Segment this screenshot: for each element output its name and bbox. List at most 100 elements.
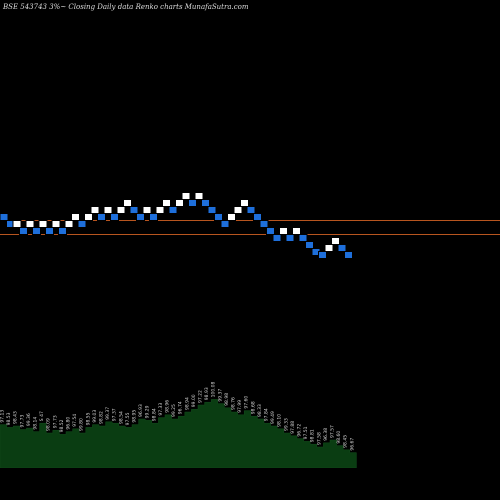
renko-brick — [168, 206, 178, 214]
reference-lines — [0, 220, 500, 235]
volume-label: 99.37 — [105, 407, 111, 420]
volume-label: 98.53 — [6, 412, 12, 425]
renko-brick — [259, 220, 269, 228]
volume-fill — [0, 399, 357, 469]
volume-label: 97.13 — [0, 410, 6, 423]
volume-label: 99.25 — [171, 404, 177, 417]
renko-brick — [71, 213, 80, 221]
renko-brick — [194, 192, 204, 200]
volume-label: 97.73 — [19, 414, 25, 427]
volume-label: 98.84 — [151, 408, 157, 421]
renko-brick — [136, 213, 145, 221]
renko-brick — [155, 206, 165, 214]
renko-brick — [253, 213, 262, 221]
volume-label: 97.22 — [198, 390, 204, 403]
renko-brick — [32, 227, 41, 235]
renko-brick — [123, 199, 132, 207]
volume-label: 96.80 — [66, 417, 72, 430]
renko-brick — [344, 251, 353, 259]
renko-brick — [233, 206, 243, 214]
volume-label: 99.37 — [217, 389, 223, 402]
renko-brick — [305, 241, 314, 249]
volume-label: 97.88 — [290, 421, 296, 434]
volume-label: 96.74 — [178, 401, 184, 414]
renko-brick — [97, 213, 106, 221]
volume-label: 98.10 — [277, 414, 283, 427]
renko-brick — [129, 206, 139, 214]
volume-label: S 47 — [39, 411, 45, 421]
volume-area — [0, 399, 500, 500]
renko-brick — [324, 244, 334, 252]
volume-label: 97.57 — [330, 425, 336, 438]
renko-brick — [45, 227, 54, 235]
renko-brick — [318, 251, 327, 259]
renko-brick — [266, 227, 275, 235]
renko-brick — [227, 213, 236, 221]
volume-label: 97.54 — [72, 414, 78, 427]
renko-bricks — [0, 192, 353, 259]
renko-brick — [214, 213, 223, 221]
volume-label: 98.96 — [165, 400, 171, 413]
renko-brick — [116, 206, 126, 214]
renko-brick — [38, 220, 48, 228]
volume-label: 99.03 — [92, 410, 98, 423]
volume-label: 99.00 — [191, 394, 197, 407]
renko-brick — [298, 234, 308, 242]
renko-brick — [64, 220, 74, 228]
volume-label: 99.33 — [283, 418, 289, 431]
renko-brick — [220, 220, 230, 228]
volume-label: 98.14 — [33, 417, 39, 430]
renko-brick — [181, 192, 191, 200]
renko-brick — [285, 234, 295, 242]
volume-label: 97.99 — [237, 400, 243, 413]
renko-brick — [90, 206, 100, 214]
volume-baseline-bg — [0, 468, 500, 500]
volume-label: 98.68 — [250, 401, 256, 414]
renko-brick — [337, 244, 347, 252]
volume-label: 97.84 — [264, 408, 270, 421]
volume-label: 97.60 — [244, 396, 250, 409]
renko-brick — [103, 206, 113, 214]
volume-label: 97.33 — [158, 403, 164, 416]
renko-brick — [272, 234, 282, 242]
renko-brick — [279, 227, 288, 235]
renko-brick — [12, 220, 22, 228]
renko-brick — [207, 206, 217, 214]
volume-label: 99.29 — [145, 405, 151, 418]
volume-label: 98.55 — [85, 412, 91, 425]
volume-label: 96.38 — [323, 428, 329, 441]
renko-brick — [84, 213, 93, 221]
renko-brick — [201, 199, 210, 207]
volume-label: 97.51 — [303, 426, 309, 439]
volume-label: 98.95 — [132, 410, 138, 423]
renko-brick — [175, 199, 184, 207]
renko-brick — [51, 220, 61, 228]
renko-brick — [240, 199, 249, 207]
renko-brick — [142, 206, 152, 214]
volume-label: 97.58 — [316, 432, 322, 445]
renko-brick — [188, 199, 197, 207]
volume-label: 98.43 — [13, 411, 19, 424]
renko-brick — [77, 220, 87, 228]
renko-brick — [149, 213, 158, 221]
volume-label: 98.33 — [257, 404, 263, 417]
volume-label: 99.49 — [270, 411, 276, 424]
chart-title: BSE 543743 3%~ Closing Daily data Renko … — [2, 3, 249, 11]
volume-label: 98.82 — [99, 411, 105, 424]
volume-label: 98.54 — [118, 411, 124, 424]
renko-brick — [19, 227, 28, 235]
volume-label: 98.60 — [336, 431, 342, 444]
renko-brick — [331, 237, 340, 245]
volume-label: 97.37 — [112, 408, 118, 421]
renko-brick — [58, 227, 67, 235]
volume-label: 98.93 — [204, 387, 210, 400]
volume-label: 96.67 — [349, 438, 355, 451]
volume-label: 97.55 — [125, 412, 131, 425]
volume-label: 98.81 — [310, 429, 316, 442]
volume-label: 96.72 — [297, 424, 303, 437]
renko-brick — [246, 206, 256, 214]
renko-brick — [25, 220, 35, 228]
renko-brick — [0, 213, 9, 221]
